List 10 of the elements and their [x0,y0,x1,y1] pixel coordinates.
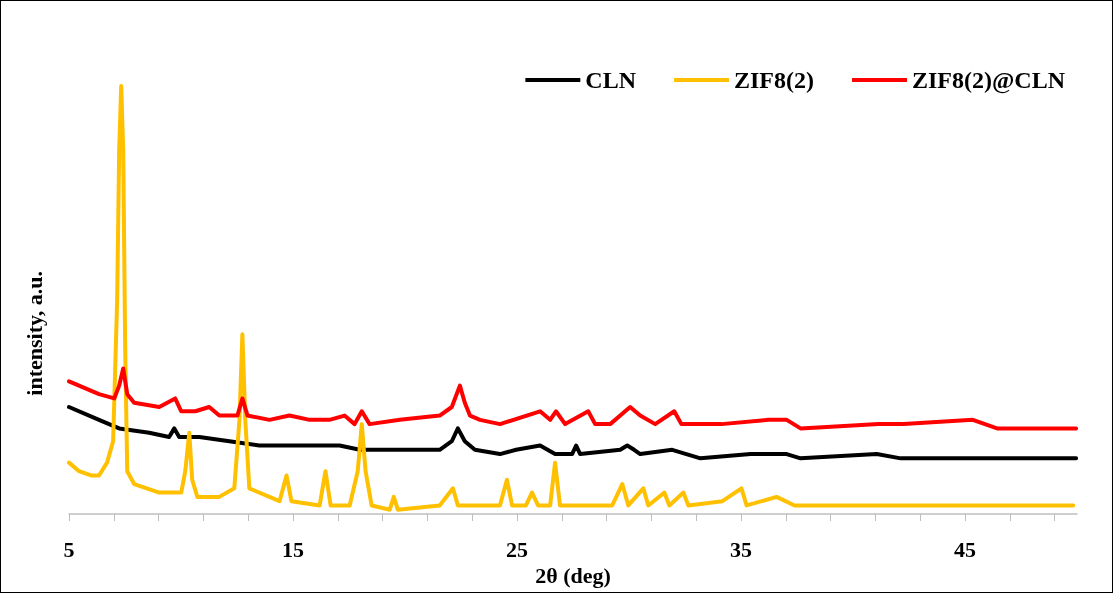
x-tick-label: 35 [730,536,752,562]
x-tick-label: 15 [282,536,304,562]
x-tick-label: 45 [954,536,976,562]
x-axis-title: 2θ (deg) [535,563,611,589]
legend-label: ZIF8(2) [734,67,815,93]
y-axis-title: intensity, a.u. [21,270,47,396]
legend-label: CLN [585,67,637,93]
x-tick-label: 5 [63,536,75,562]
x-tick-label: 25 [506,536,528,562]
legend-label: ZIF8(2)@CLN [912,67,1066,94]
